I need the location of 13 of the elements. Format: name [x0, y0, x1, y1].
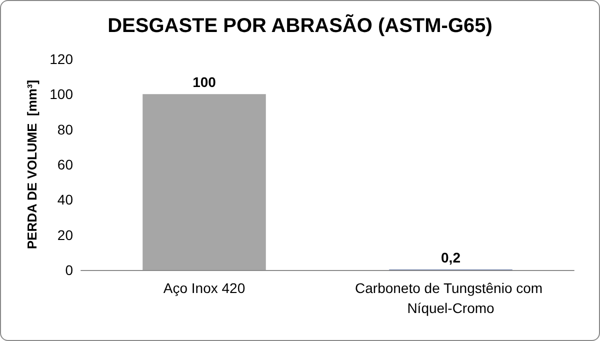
y-tick-label: 80 — [57, 121, 74, 138]
y-tick-label: 120 — [50, 51, 74, 67]
y-tick-label: 0 — [65, 262, 74, 278]
y-tick-label: 40 — [57, 192, 74, 208]
x-tick-label: Aço Inox 420 — [163, 280, 246, 296]
y-tick-label: 100 — [50, 86, 74, 102]
y-tick-label: 60 — [57, 156, 74, 172]
y-axis-title: PERDA DE VOLUME [mm³] — [24, 80, 40, 250]
y-tick-label: 20 — [57, 226, 74, 243]
data-label: 0,2 — [441, 250, 461, 266]
data-label: 100 — [192, 74, 216, 90]
chart-title: DESGASTE POR ABRASÃO (ASTM-G65) — [108, 14, 492, 37]
x-tick-label: Carboneto de Tungstênio com Níquel-Cromo — [355, 280, 546, 316]
